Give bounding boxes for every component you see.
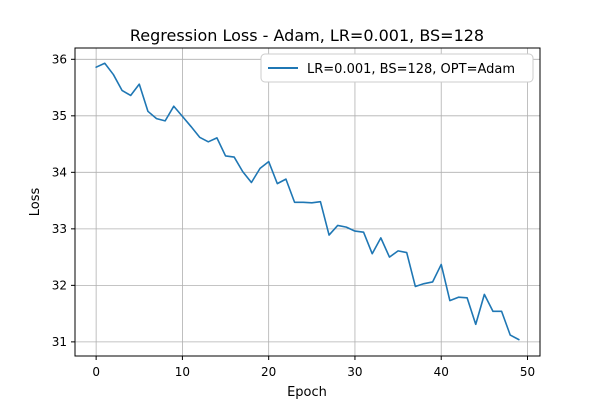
x-axis-title: Epoch <box>287 385 327 400</box>
series-layer <box>95 62 520 341</box>
x-tick-label: 10 <box>175 365 190 379</box>
x-tick-label: 50 <box>520 365 535 379</box>
x-tick-label: 40 <box>434 365 449 379</box>
chart-title: Regression Loss - Adam, LR=0.001, BS=128 <box>130 26 484 45</box>
y-tick-label: 33 <box>52 222 67 236</box>
y-tick-label: 34 <box>52 165 67 179</box>
series-line <box>95 62 520 341</box>
y-axis-title: Loss <box>28 188 43 217</box>
y-axis-ticks: 31 32 33 34 35 36 <box>52 52 75 349</box>
plot-frame <box>74 47 541 357</box>
x-tick-label: 0 <box>92 365 100 379</box>
y-tick-label: 32 <box>52 278 67 292</box>
legend-entry: LR=0.001, BS=128, OPT=Adam <box>307 62 515 77</box>
legend: LR=0.001, BS=128, OPT=Adam <box>260 53 534 83</box>
y-tick-label: 31 <box>52 335 67 349</box>
x-axis-ticks: 0 10 20 30 40 50 <box>92 356 535 379</box>
x-tick-label: 30 <box>347 365 362 379</box>
legend-box <box>260 53 534 83</box>
y-tick-label: 35 <box>52 109 67 123</box>
y-tick-label: 36 <box>52 52 67 66</box>
x-tick-label: 20 <box>261 365 276 379</box>
